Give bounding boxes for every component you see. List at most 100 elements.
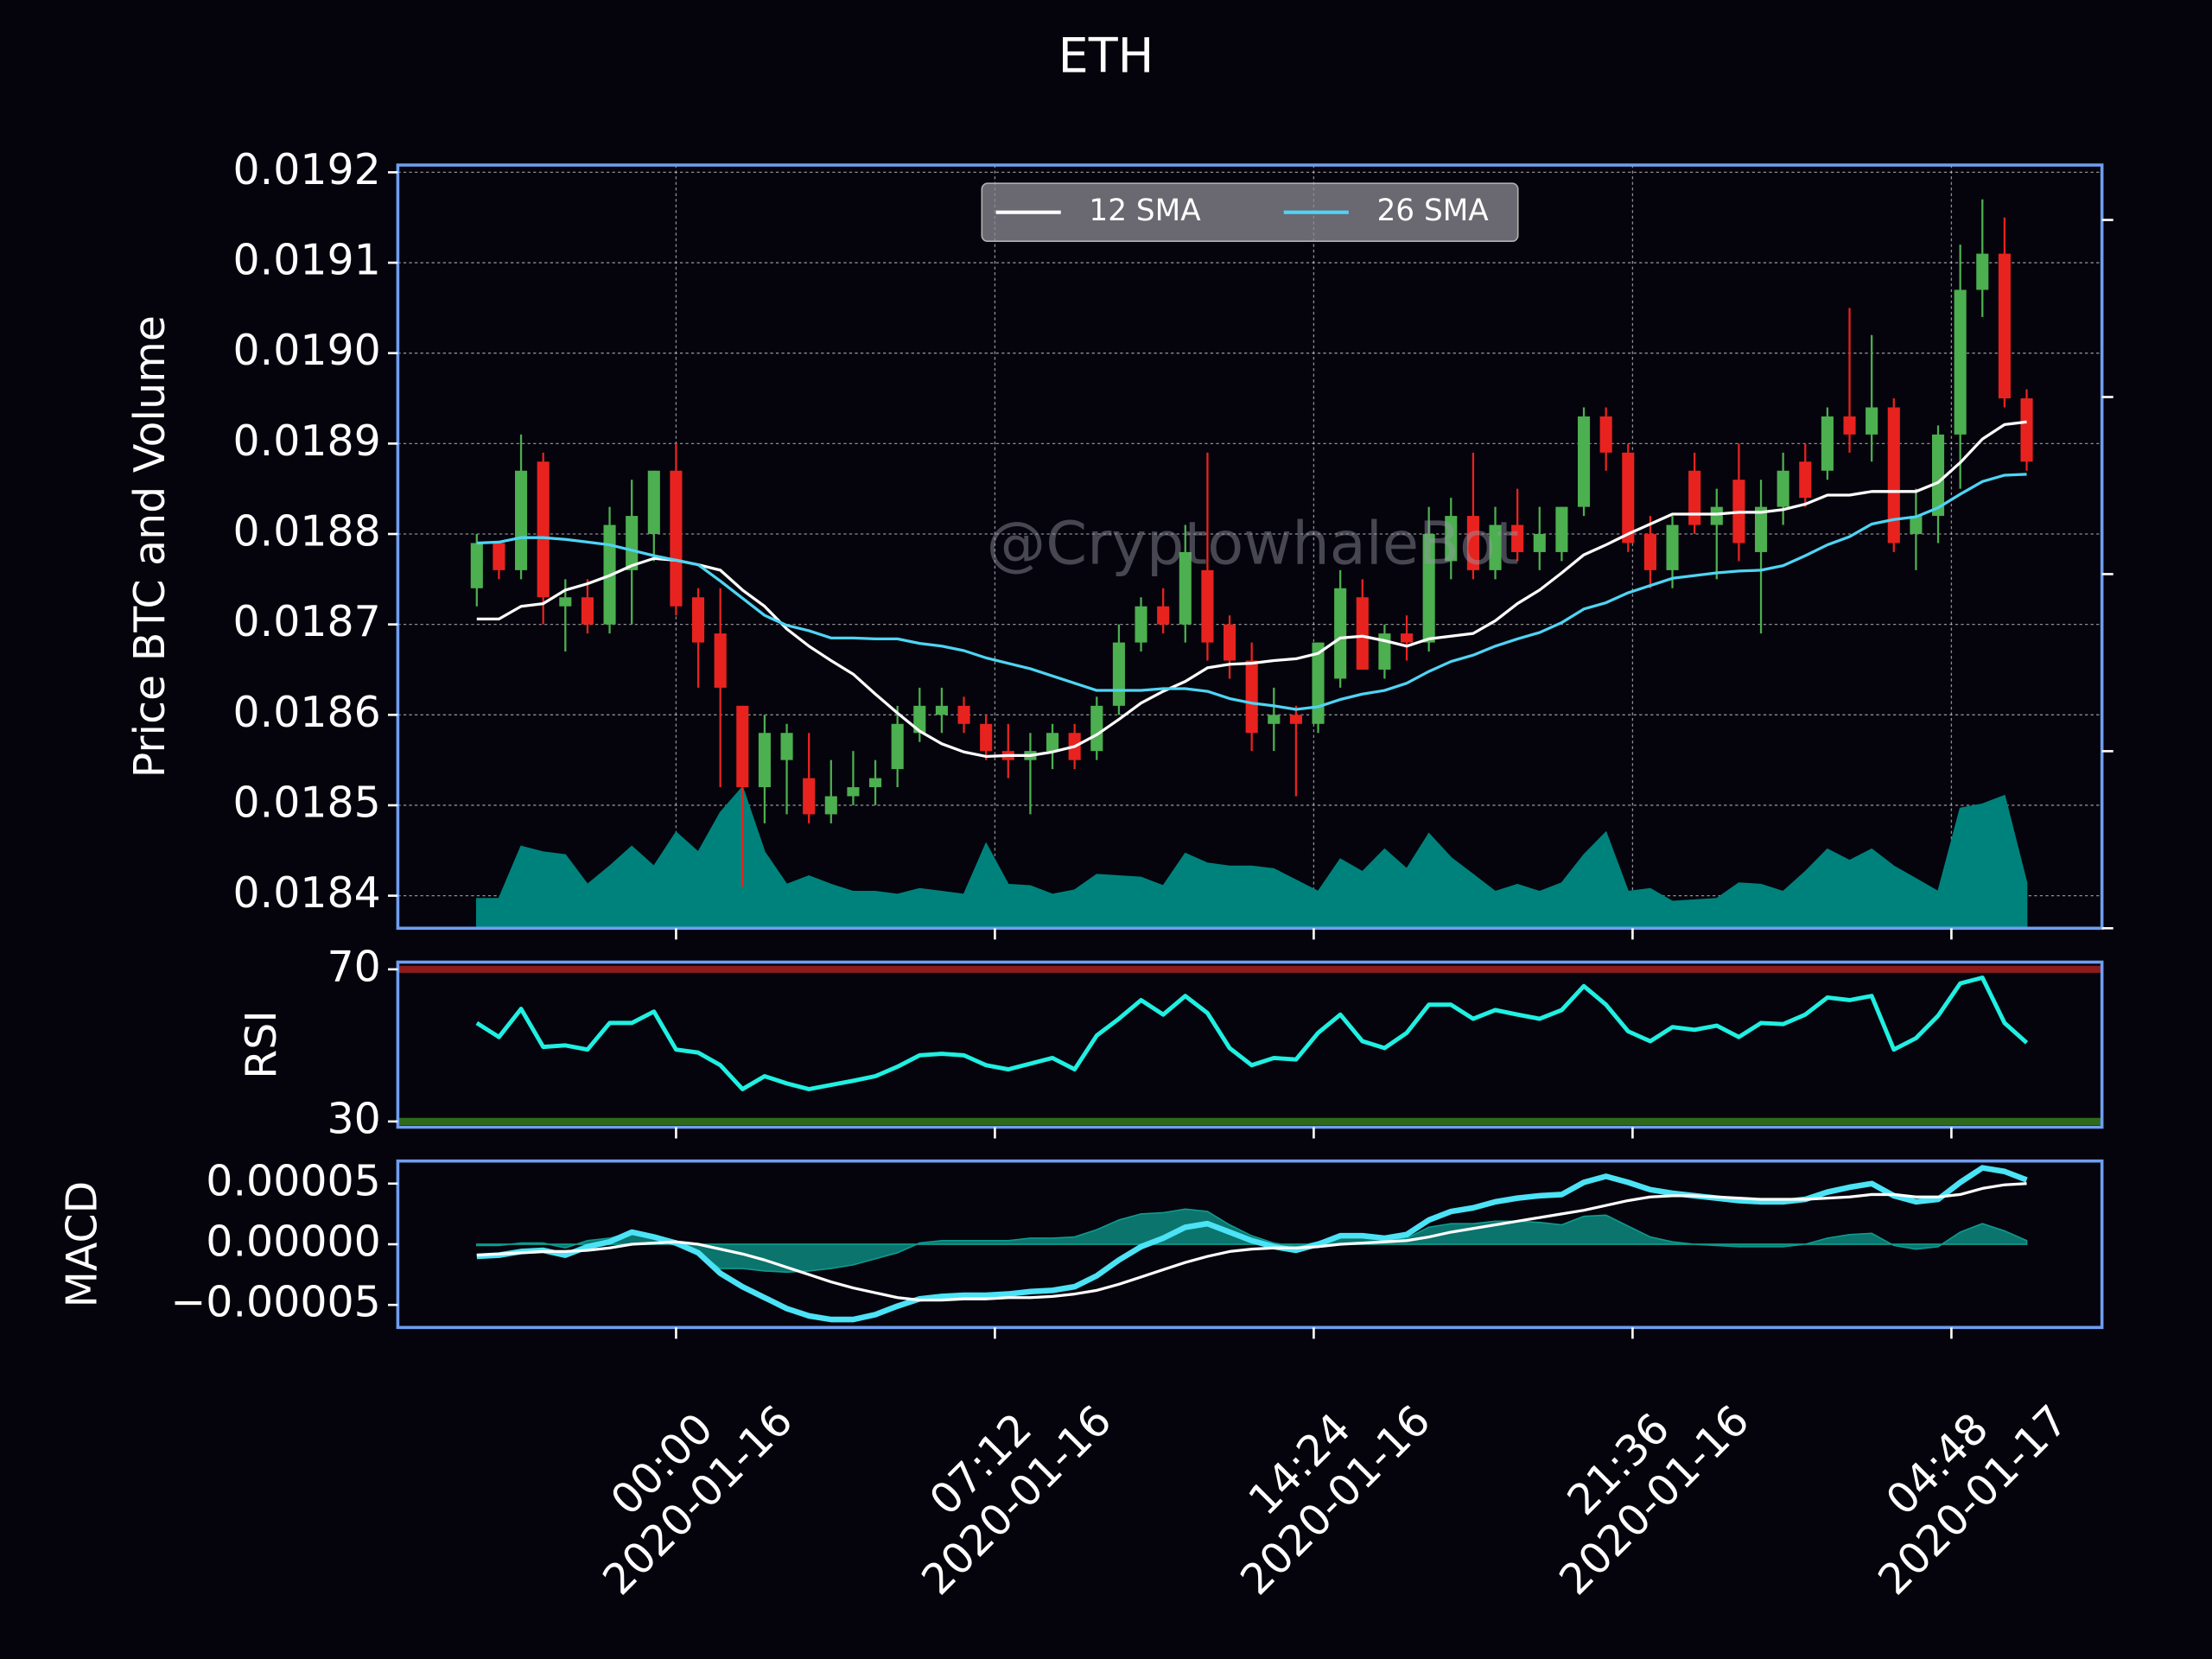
candle-body (1201, 569, 1214, 643)
y-tick-label: 0.00000 (206, 1217, 380, 1266)
candle-body (559, 597, 572, 607)
candle-body (692, 597, 705, 643)
y-axis-label: Price BTC and Volume (125, 315, 175, 778)
candle-body (780, 733, 793, 760)
candle-body (935, 705, 948, 715)
candle-body (1754, 506, 1768, 552)
series-line (476, 473, 2027, 711)
legend-box (981, 182, 1519, 242)
series-line (476, 1182, 2027, 1302)
candle-body (1245, 660, 1258, 734)
y-tick-label: 0.0190 (232, 326, 380, 375)
candle-body (980, 723, 993, 752)
candle-body (1135, 606, 1147, 643)
candle-body (1954, 289, 1967, 435)
candle-body (1422, 534, 1435, 643)
candle-body (1533, 534, 1546, 552)
candle-body (493, 543, 505, 570)
candle-body (1998, 253, 2011, 399)
candle-body (1866, 407, 1878, 435)
candle-body (470, 543, 483, 588)
candle-body (1289, 715, 1302, 724)
y-tick-label: 70 (327, 942, 381, 991)
candle-body (1157, 606, 1170, 625)
candle-body (714, 633, 727, 688)
candle-body (1777, 470, 1789, 507)
candle-body (515, 470, 528, 570)
candle-body (957, 705, 970, 724)
candle-body (869, 778, 882, 788)
candle-body (758, 733, 771, 788)
candle-body (1511, 524, 1524, 552)
candle-body (1489, 524, 1502, 570)
candle-body (1046, 733, 1059, 752)
candle-body (1445, 516, 1458, 562)
legend-label: 12 SMA (1089, 194, 1201, 228)
watermark: @CryptowhaleBot (987, 510, 1519, 579)
candle-body (2020, 398, 2033, 462)
candle-body (537, 461, 550, 598)
candle-body (1799, 461, 1812, 499)
candle-body (1643, 534, 1656, 570)
y-tick-label: 0.0184 (232, 868, 380, 918)
candle-body (1466, 516, 1479, 570)
candle-body (1976, 253, 1989, 290)
candle-body (913, 705, 926, 734)
y-tick-label: 0.0188 (232, 507, 380, 556)
y-tick-label: 0.0192 (232, 145, 380, 194)
candle-body (1843, 416, 1856, 435)
candle-body (1555, 506, 1568, 552)
candle-body (1821, 416, 1834, 471)
y-tick-label: 0.0187 (232, 597, 380, 646)
candle-body (647, 470, 660, 535)
series-line (476, 420, 2027, 759)
candle-body (626, 516, 639, 570)
y-tick-label: 30 (327, 1094, 381, 1143)
candle-body (824, 796, 837, 815)
candle-body (1910, 516, 1923, 535)
candle-body (1179, 551, 1192, 625)
candle-body (1666, 524, 1679, 570)
candle-body (803, 778, 816, 815)
chart-title: ETH (1058, 29, 1154, 85)
series-line (475, 976, 2029, 1091)
candle-body (1356, 597, 1369, 670)
y-tick-label: 0.0185 (232, 778, 380, 827)
candle-body (891, 723, 904, 770)
volume-area (475, 785, 2028, 930)
y-tick-label: 0.0186 (232, 688, 380, 737)
candle-body (736, 705, 749, 788)
y-tick-label: 0.0191 (232, 236, 380, 285)
y-tick-label: −0.00005 (170, 1278, 381, 1327)
candle-body (1312, 642, 1325, 724)
candle-body (1090, 705, 1103, 752)
candle-body (1400, 633, 1414, 643)
series-line (476, 1165, 2028, 1323)
candle-body (1710, 506, 1723, 525)
axes-frame (396, 163, 2104, 931)
y-tick-label: 0.0189 (232, 416, 380, 466)
legend-label: 26 SMA (1376, 194, 1489, 228)
candle-body (1599, 416, 1612, 453)
candle-body (1577, 416, 1591, 507)
candle-body (1334, 588, 1347, 679)
y-tick-label: 0.00005 (206, 1156, 380, 1205)
candle-body (670, 470, 683, 607)
y-axis-label: MACD (57, 1181, 106, 1308)
y-axis-label: RSI (237, 1010, 286, 1079)
candle-body (1268, 715, 1281, 724)
candle-body (1622, 452, 1635, 543)
axes-frame (396, 960, 2104, 1129)
candle-body (1931, 434, 1945, 517)
candle-body (1688, 470, 1701, 525)
candle-body (1887, 407, 1900, 543)
candle-body (1223, 624, 1236, 661)
candle-body (847, 787, 860, 797)
candle-body (1112, 642, 1125, 706)
